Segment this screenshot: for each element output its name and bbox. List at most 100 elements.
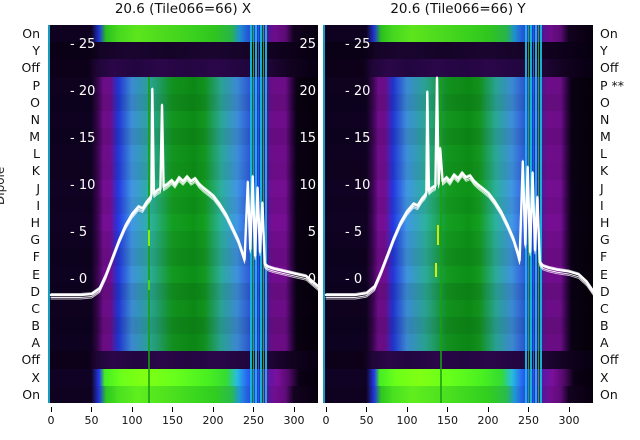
artifact-line xyxy=(148,280,150,290)
x-tick-mark xyxy=(212,407,214,412)
row-label: P ** xyxy=(600,77,625,93)
row-label: G xyxy=(30,232,40,248)
x-tick-label: 100 xyxy=(396,414,418,427)
row-label: O xyxy=(600,94,610,110)
row-label: On xyxy=(22,386,40,402)
row-label: E xyxy=(600,266,608,282)
row-label: L xyxy=(600,146,607,162)
value-tick-label: - 5 xyxy=(345,225,363,240)
row-label: X xyxy=(600,369,609,385)
value-tick-label: - 15 xyxy=(345,131,371,146)
artifact-line xyxy=(435,263,437,277)
value-tick-label: 0 xyxy=(307,272,316,287)
row-label: M xyxy=(29,129,40,145)
row-label: F xyxy=(600,249,608,265)
row-label: L xyxy=(33,146,40,162)
row-label: Off xyxy=(600,60,619,76)
row-label: P xyxy=(32,77,40,93)
row-label: Off xyxy=(21,60,40,76)
x-tick-label: 0 xyxy=(322,414,330,427)
row-label: C xyxy=(600,300,609,316)
artifact-line xyxy=(148,230,150,246)
streak-line xyxy=(265,25,267,403)
x-tick-mark xyxy=(568,407,570,412)
x-tick-label: 250 xyxy=(518,414,539,427)
value-tick-label: - 15 xyxy=(70,131,96,146)
x-axis-panel-x: 0 50 100 150 200 250 300 xyxy=(48,403,318,435)
value-tick-label: 10 xyxy=(299,178,316,193)
value-tick-label: 5 xyxy=(307,225,316,240)
row-label: K xyxy=(31,163,40,179)
x-tick-mark xyxy=(447,407,448,412)
x-tick-label: 300 xyxy=(283,414,305,427)
row-label: O xyxy=(30,94,40,110)
x-tick-label: 150 xyxy=(437,414,458,427)
row-label: I xyxy=(600,197,604,213)
row-label: J xyxy=(600,180,604,196)
row-label: Y xyxy=(600,43,608,59)
x-tick-label: 200 xyxy=(477,414,499,427)
value-tick-label: - 25 xyxy=(70,37,96,52)
row-label: Off xyxy=(600,352,619,368)
x-tick-mark xyxy=(293,407,295,412)
value-tick-label: 15 xyxy=(299,131,316,146)
value-tick-label: 20 xyxy=(299,84,316,99)
row-label: E xyxy=(32,266,40,282)
x-tick-label: 300 xyxy=(558,414,580,427)
x-tick-mark xyxy=(172,407,173,412)
x-tick-mark xyxy=(50,407,52,412)
row-label: J xyxy=(36,180,40,196)
x-tick-mark xyxy=(406,407,408,412)
heatmap-panel-y: - 25 - 20 - 15 - 10 - 5 - 0 xyxy=(323,25,593,403)
row-labels-left: On Y Off P O N M L K J I H G F E D C B A Off X On xyxy=(0,25,42,403)
panel-x-title: 20.6 (Tile066=66) X xyxy=(114,1,252,17)
value-tick-label: - 5 xyxy=(70,225,88,240)
x-tick-mark xyxy=(366,407,367,412)
heatmap-panel-x: - 25 25 - 20 20 - 15 15 - 10 10 - 5 5 - 0 0 xyxy=(48,25,318,403)
row-label: M xyxy=(600,129,611,145)
row-label: B xyxy=(31,318,40,334)
x-tick-label: 50 xyxy=(359,414,374,427)
x-axis-panel-y: 0 50 100 150 200 250 300 xyxy=(323,403,593,435)
value-tick-label: - 0 xyxy=(70,272,88,287)
x-tick-mark xyxy=(487,407,489,412)
x-tick-label: 50 xyxy=(84,414,99,427)
row-label: N xyxy=(30,111,40,127)
streak-line xyxy=(323,25,325,403)
row-label: Y xyxy=(32,43,40,59)
streak-line xyxy=(48,25,50,403)
row-label: I xyxy=(36,197,40,213)
value-tick-label: 25 xyxy=(299,37,316,52)
row-label: On xyxy=(600,26,618,41)
streak-line xyxy=(540,25,542,403)
x-tick-mark xyxy=(528,407,529,412)
row-label: H xyxy=(600,215,610,230)
x-tick-label: 0 xyxy=(47,414,55,427)
row-label: X xyxy=(31,369,40,385)
row-label: Off xyxy=(21,352,40,368)
row-label: On xyxy=(22,26,40,41)
row-labels-right: On Y Off P ** O N M L K J I H G F E D C B A Off X On xyxy=(600,25,640,403)
value-tick-label: - 20 xyxy=(345,84,371,99)
value-tick-label: - 10 xyxy=(70,178,96,193)
row-label: D xyxy=(600,283,610,299)
row-label: D xyxy=(30,283,40,299)
value-tick-label: - 25 xyxy=(345,37,371,52)
value-tick-label: - 0 xyxy=(345,272,363,287)
row-label: C xyxy=(31,300,40,316)
x-tick-label: 100 xyxy=(121,414,143,427)
row-label: N xyxy=(600,111,610,127)
artifact-line xyxy=(440,77,442,403)
x-tick-mark xyxy=(91,407,92,412)
row-label: H xyxy=(30,215,40,230)
row-label: G xyxy=(600,232,610,248)
spectrum-curve xyxy=(324,75,593,300)
row-label: On xyxy=(600,386,618,402)
row-label: F xyxy=(32,249,40,265)
x-tick-label: 150 xyxy=(162,414,183,427)
spectrum-curve xyxy=(49,87,318,300)
x-tick-mark xyxy=(131,407,133,412)
row-label: A xyxy=(600,335,609,351)
value-tick-label: - 10 xyxy=(345,178,371,193)
